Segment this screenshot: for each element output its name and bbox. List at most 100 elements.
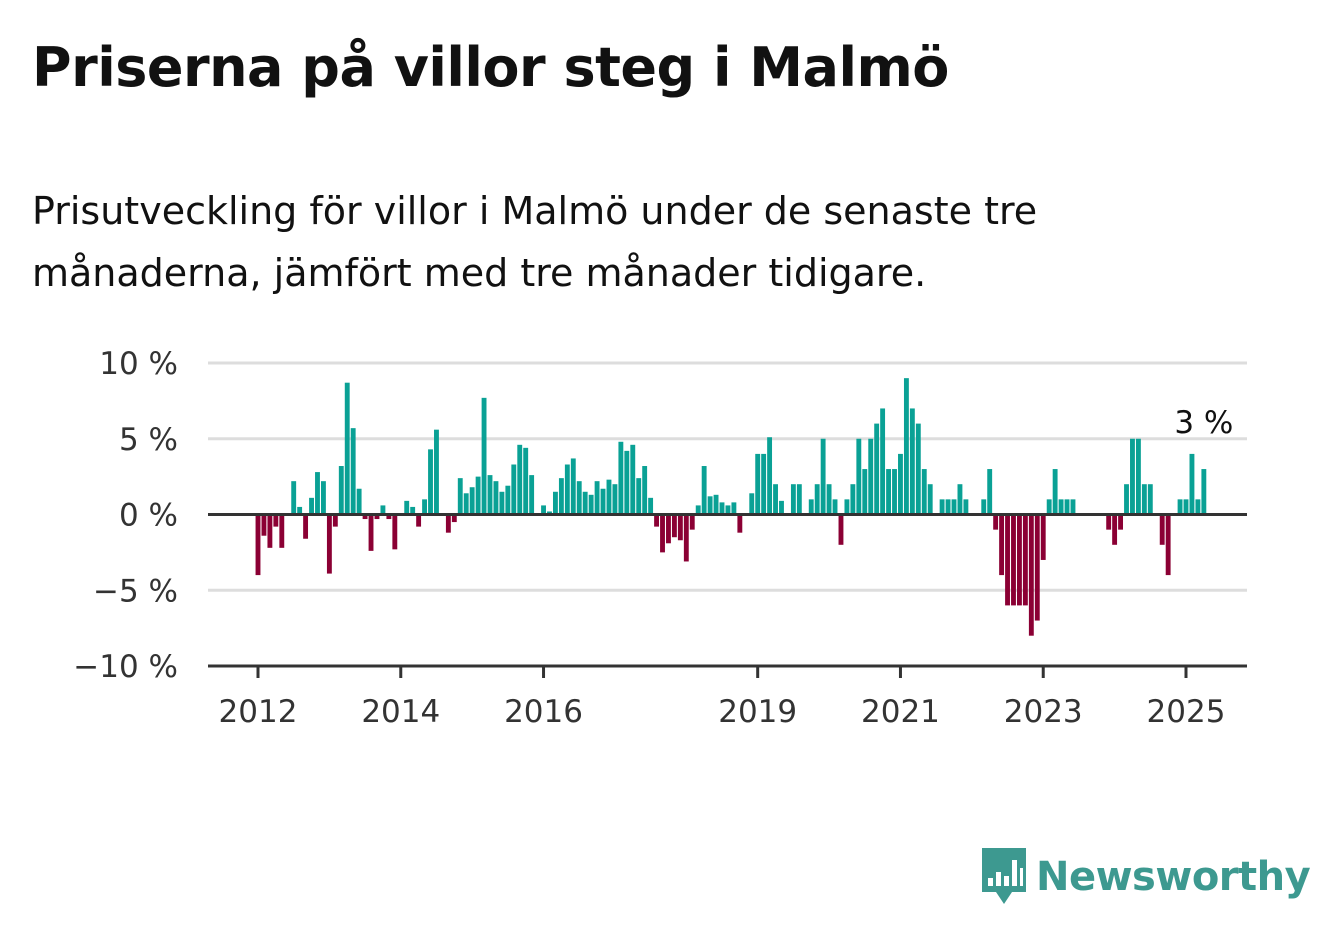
bar	[1034, 514, 1040, 621]
bar	[547, 511, 552, 515]
bar	[695, 505, 701, 515]
bar	[892, 469, 897, 515]
bar	[309, 497, 314, 515]
bar	[683, 514, 689, 562]
bar	[1165, 514, 1171, 576]
bar	[267, 514, 273, 548]
last-value-label: 3 %	[1174, 405, 1233, 441]
bar	[552, 491, 558, 515]
bar	[648, 497, 654, 515]
bar	[457, 478, 463, 515]
bar	[612, 484, 618, 515]
bar	[404, 500, 410, 515]
bar	[582, 491, 588, 515]
bar	[671, 514, 677, 538]
bar	[529, 475, 535, 515]
bar	[499, 491, 505, 515]
bar	[541, 505, 546, 515]
bar	[279, 514, 285, 548]
x-tick-label: 2012	[219, 694, 298, 730]
bar	[767, 437, 773, 515]
bar	[511, 464, 517, 515]
bar	[808, 499, 814, 515]
bar	[350, 428, 356, 515]
y-axis-labels: 10 % 5 % 0 % −5 % −10 %	[73, 346, 178, 685]
bar	[790, 484, 796, 515]
bar	[779, 500, 784, 515]
bar	[666, 514, 671, 544]
bar	[451, 514, 457, 523]
bar	[588, 494, 594, 515]
bar	[868, 438, 874, 515]
bar	[773, 484, 778, 515]
bar	[570, 458, 576, 515]
bar	[1046, 499, 1052, 515]
bar	[713, 494, 719, 515]
y-tick-label: −10 %	[73, 649, 178, 685]
bar	[1070, 499, 1076, 515]
bar	[1189, 453, 1195, 515]
bar	[434, 429, 439, 515]
x-tick-label: 2014	[361, 694, 440, 730]
bar	[945, 499, 951, 515]
grid-lines	[208, 361, 1247, 592]
bar	[642, 466, 648, 515]
bar	[410, 506, 416, 515]
bar	[374, 514, 380, 520]
bar	[749, 493, 755, 515]
bar	[1016, 514, 1022, 606]
bar	[1028, 514, 1034, 636]
bar	[362, 514, 368, 520]
chart-title: Priserna på villor steg i Malmö	[32, 36, 949, 99]
bar	[731, 502, 737, 515]
y-tick-label: 5 %	[119, 422, 178, 458]
bar	[558, 478, 564, 515]
x-axis-labels: 2012 2014 2016 2019 2021 2023 2025	[219, 666, 1225, 730]
bar	[707, 496, 713, 515]
bar	[826, 484, 832, 515]
bar	[493, 481, 499, 515]
bar	[255, 514, 261, 576]
bar	[957, 484, 963, 515]
bar	[630, 444, 636, 515]
bar	[315, 472, 320, 515]
bar	[654, 514, 660, 527]
bar	[273, 514, 279, 527]
bar	[725, 505, 731, 515]
axes	[208, 513, 1247, 668]
bar	[1011, 514, 1016, 606]
bar	[481, 397, 487, 515]
chart-subtitle: Prisutveckling för villor i Malmö under …	[32, 189, 1038, 295]
bar	[523, 447, 529, 515]
bar	[921, 469, 927, 515]
bar	[338, 466, 344, 515]
bar	[814, 484, 820, 515]
bar	[445, 514, 451, 533]
bar	[820, 438, 826, 515]
bar	[939, 499, 945, 515]
bar	[909, 408, 915, 515]
bar	[624, 450, 630, 515]
bar	[832, 499, 838, 515]
bar	[1195, 499, 1201, 515]
bars	[255, 378, 1207, 636]
bar	[475, 476, 481, 515]
bar	[386, 514, 392, 520]
bar	[416, 514, 422, 527]
bar	[874, 423, 880, 515]
bar	[261, 514, 267, 536]
bar	[689, 514, 695, 530]
bar	[320, 481, 326, 515]
bar	[505, 485, 511, 515]
bar	[737, 514, 743, 533]
bar	[463, 493, 469, 515]
y-tick-label: −5 %	[93, 573, 178, 609]
bar	[1124, 484, 1129, 515]
newsworthy-logo-text: Newsworthy	[1036, 854, 1311, 900]
bar	[755, 453, 761, 515]
bar	[719, 502, 725, 515]
bar	[1040, 514, 1046, 560]
bar	[1159, 514, 1165, 545]
y-tick-label: 10 %	[99, 346, 178, 382]
bar	[999, 514, 1005, 576]
